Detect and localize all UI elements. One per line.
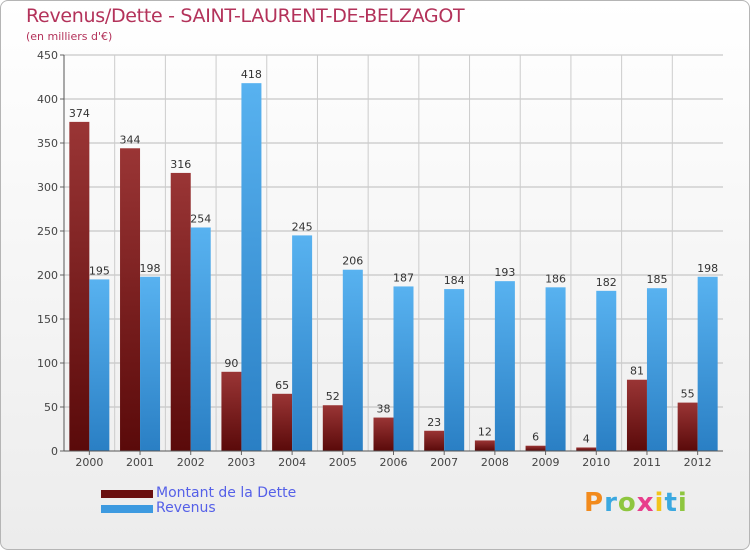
y-tick-label-150: 150 [37,313,58,326]
chart-subtitle: (en milliers d'€) [26,30,113,43]
data-label-dette-2003: 90 [224,357,238,370]
y-tick-label-450: 450 [37,49,58,62]
bar-dette-2003 [221,371,242,451]
bar-revenus-2012 [697,276,718,451]
bar-dette-2008 [474,440,495,451]
data-label-revenus-2000: 195 [89,264,110,277]
legend-label-revenus: Revenus [156,500,216,516]
data-label-revenus-2010: 182 [596,276,617,289]
bar-revenus-2011 [646,288,667,451]
data-label-dette-2001: 344 [120,133,141,146]
y-tick-label-200: 200 [37,269,58,282]
bar-revenus-2004 [292,235,313,451]
x-tick-label-2007: 2007 [430,456,458,469]
bar-dette-2011 [626,379,647,451]
bar-revenus-2001 [140,276,161,451]
x-tick-label-2008: 2008 [481,456,509,469]
logo-letter: P [584,488,605,518]
y-tick-label-250: 250 [37,225,58,238]
x-tick-label-2012: 2012 [684,456,712,469]
y-tick-label-0: 0 [51,445,58,458]
bar-dette-2006 [373,417,394,451]
data-label-dette-2006: 38 [377,403,391,416]
x-tick-label-2002: 2002 [177,456,205,469]
logo-letter: i [677,488,688,518]
legend-label-dette: Montant de la Dette [156,485,297,501]
x-tick-label-2009: 2009 [532,456,560,469]
bar-dette-2004 [272,393,293,451]
x-tick-label-2005: 2005 [329,456,357,469]
y-tick-label-100: 100 [37,357,58,370]
data-label-dette-2009: 6 [532,431,539,444]
bar-revenus-2000 [89,279,110,451]
y-tick-label-300: 300 [37,181,58,194]
bar-dette-2010 [576,447,597,451]
data-label-revenus-2009: 186 [545,272,566,285]
data-label-dette-2011: 81 [630,365,644,378]
legend-swatch-dette [101,490,153,498]
bar-revenus-2002 [190,227,211,451]
logo-letter: o [617,488,637,518]
y-tick-label-50: 50 [44,401,58,414]
bar-revenus-2005 [342,269,363,451]
legend-swatch-revenus [101,505,153,513]
proxiti-logo: Proxiti [584,488,688,518]
data-label-dette-2010: 4 [583,432,590,445]
x-tick-label-2003: 2003 [227,456,255,469]
data-label-revenus-2007: 184 [444,274,465,287]
data-label-revenus-2003: 418 [241,68,262,81]
logo-letter: i [654,488,665,518]
data-label-revenus-2001: 198 [140,262,161,275]
bar-revenus-2010 [596,290,617,451]
data-label-dette-2012: 55 [681,388,695,401]
data-label-revenus-2011: 185 [646,273,667,286]
bar-dette-2009 [525,445,546,451]
x-tick-label-2010: 2010 [582,456,610,469]
y-tick-label-350: 350 [37,137,58,150]
x-tick-label-2011: 2011 [633,456,661,469]
data-label-revenus-2005: 206 [342,255,363,268]
data-label-dette-2002: 316 [170,158,191,171]
bar-revenus-2008 [494,281,515,451]
data-label-dette-2004: 65 [275,379,289,392]
bar-dette-2007 [424,430,445,451]
data-label-dette-2005: 52 [326,390,340,403]
bar-revenus-2007 [444,289,465,451]
bar-revenus-2003 [241,83,262,451]
logo-letter: r [604,488,618,518]
data-label-revenus-2012: 198 [697,262,718,275]
data-label-dette-2000: 374 [69,107,90,120]
chart-title: Revenus/Dette - SAINT-LAURENT-DE-BELZAGO… [26,5,465,27]
bar-revenus-2009 [545,287,566,451]
data-label-revenus-2004: 245 [292,220,313,233]
logo-letter: t [664,488,678,518]
bar-dette-2000 [69,121,90,451]
x-tick-label-2000: 2000 [75,456,103,469]
data-label-revenus-2002: 254 [190,212,211,225]
data-label-revenus-2008: 193 [494,266,515,279]
bar-dette-2002 [170,172,191,452]
data-label-revenus-2006: 187 [393,271,414,284]
bar-dette-2012 [677,402,698,451]
data-label-dette-2007: 23 [427,416,441,429]
logo-letter: x [636,488,655,518]
x-tick-label-2001: 2001 [126,456,154,469]
y-tick-label-400: 400 [37,93,58,106]
bar-dette-2001 [120,148,141,451]
x-tick-label-2006: 2006 [380,456,408,469]
bar-dette-2005 [322,405,343,451]
bar-revenus-2006 [393,286,414,451]
data-label-dette-2008: 12 [478,425,492,438]
x-tick-label-2004: 2004 [278,456,306,469]
